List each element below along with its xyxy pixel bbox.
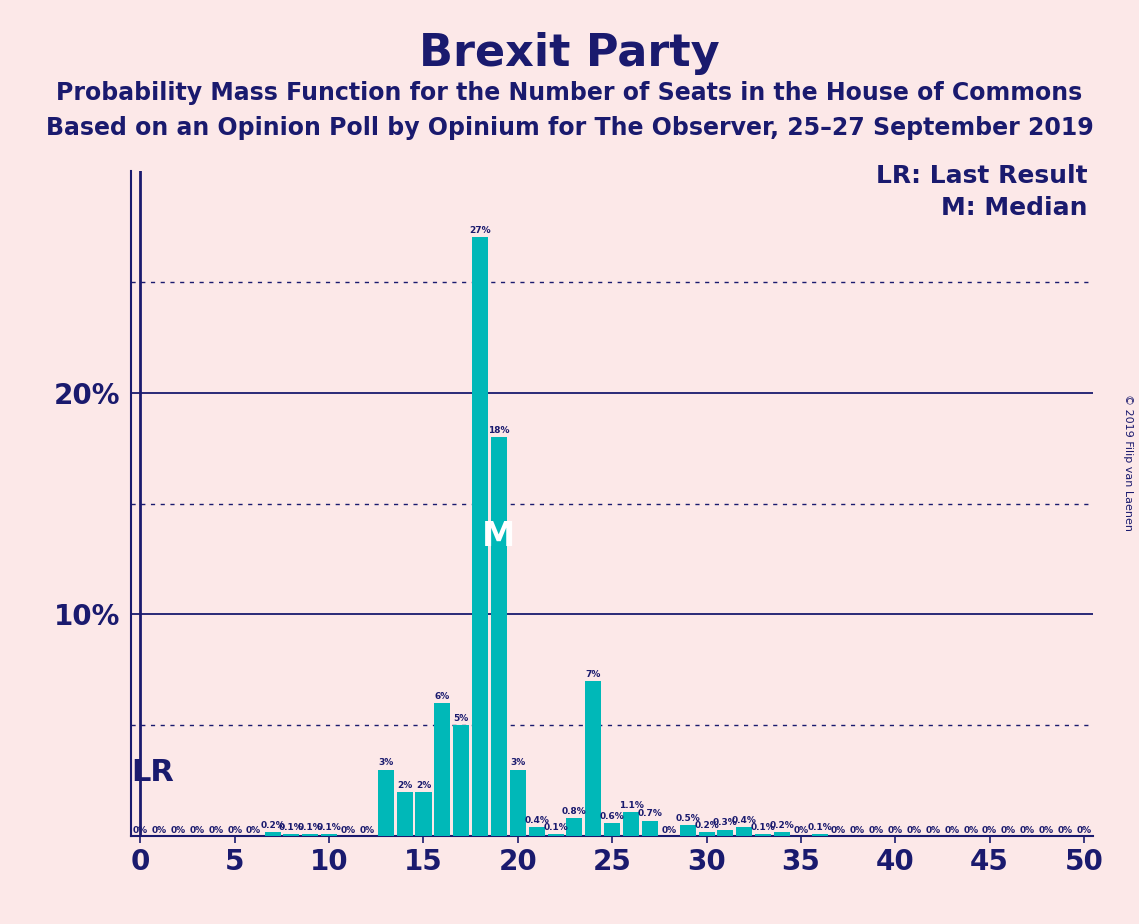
Bar [396, 792, 412, 836]
Bar [698, 832, 714, 836]
Bar [472, 237, 489, 836]
Text: © 2019 Filip van Laenen: © 2019 Filip van Laenen [1123, 394, 1133, 530]
Bar [566, 819, 582, 836]
Text: 0%: 0% [850, 826, 866, 835]
Text: 3%: 3% [378, 759, 393, 768]
Bar [604, 823, 621, 836]
Text: 1.1%: 1.1% [618, 800, 644, 809]
Text: 0%: 0% [133, 826, 148, 835]
Text: 2%: 2% [398, 781, 412, 790]
Text: M: M [482, 520, 516, 553]
Bar [416, 792, 432, 836]
Bar [491, 437, 507, 836]
Text: 0.3%: 0.3% [713, 819, 738, 827]
Text: 0%: 0% [171, 826, 186, 835]
Text: 0.1%: 0.1% [751, 822, 776, 832]
Bar [585, 681, 601, 836]
Text: 0.8%: 0.8% [562, 808, 587, 816]
Text: 0.1%: 0.1% [298, 822, 322, 832]
Bar [548, 834, 564, 836]
Bar [528, 827, 544, 836]
Text: Probability Mass Function for the Number of Seats in the House of Commons: Probability Mass Function for the Number… [56, 81, 1083, 105]
Bar [302, 834, 318, 836]
Bar [718, 830, 734, 836]
Text: 0.2%: 0.2% [694, 821, 719, 830]
Text: 0%: 0% [794, 826, 809, 835]
Text: M: Median: M: Median [941, 196, 1088, 220]
Text: 0.1%: 0.1% [808, 822, 833, 832]
Text: 0.7%: 0.7% [638, 809, 663, 819]
Text: 0%: 0% [887, 826, 903, 835]
Text: 0%: 0% [926, 826, 941, 835]
Text: 0%: 0% [944, 826, 959, 835]
Text: 0%: 0% [208, 826, 223, 835]
Bar [736, 827, 753, 836]
Text: 27%: 27% [469, 226, 491, 236]
Text: 0.6%: 0.6% [600, 811, 624, 821]
Text: LR: LR [131, 759, 174, 787]
Text: 0%: 0% [341, 826, 355, 835]
Text: 0%: 0% [246, 826, 261, 835]
Text: 0%: 0% [1001, 826, 1016, 835]
Text: 0%: 0% [1058, 826, 1073, 835]
Text: 0%: 0% [1019, 826, 1035, 835]
Bar [812, 834, 828, 836]
Bar [775, 832, 790, 836]
Text: 3%: 3% [510, 759, 525, 768]
Text: 0.5%: 0.5% [675, 814, 700, 823]
Text: 0%: 0% [831, 826, 846, 835]
Bar [453, 725, 469, 836]
Text: Based on an Opinion Poll by Opinium for The Observer, 25–27 September 2019: Based on an Opinion Poll by Opinium for … [46, 116, 1093, 140]
Text: 2%: 2% [416, 781, 432, 790]
Text: 0%: 0% [907, 826, 921, 835]
Text: 0.2%: 0.2% [260, 821, 285, 830]
Text: 0%: 0% [869, 826, 884, 835]
Text: 0%: 0% [662, 826, 677, 835]
Text: Brexit Party: Brexit Party [419, 32, 720, 76]
Text: 0.1%: 0.1% [317, 822, 342, 832]
Text: 0.1%: 0.1% [279, 822, 304, 832]
Bar [755, 834, 771, 836]
Text: 0%: 0% [189, 826, 205, 835]
Bar [434, 703, 450, 836]
Text: 0.4%: 0.4% [524, 816, 549, 825]
Text: 0.2%: 0.2% [770, 821, 794, 830]
Text: 5%: 5% [453, 714, 469, 723]
Text: 7%: 7% [585, 670, 601, 679]
Text: 0%: 0% [964, 826, 978, 835]
Text: 0%: 0% [1039, 826, 1054, 835]
Bar [510, 770, 526, 836]
Bar [623, 812, 639, 836]
Text: 0.1%: 0.1% [543, 822, 568, 832]
Bar [378, 770, 394, 836]
Bar [642, 821, 658, 836]
Text: 0%: 0% [982, 826, 998, 835]
Text: 18%: 18% [489, 426, 510, 435]
Text: 6%: 6% [435, 692, 450, 701]
Text: 0.4%: 0.4% [732, 816, 756, 825]
Text: LR: Last Result: LR: Last Result [876, 164, 1088, 188]
Text: 0%: 0% [151, 826, 166, 835]
Text: 0%: 0% [227, 826, 243, 835]
Bar [284, 834, 300, 836]
Bar [321, 834, 337, 836]
Bar [680, 825, 696, 836]
Bar [264, 832, 280, 836]
Text: 0%: 0% [359, 826, 375, 835]
Text: 0%: 0% [1076, 826, 1091, 835]
